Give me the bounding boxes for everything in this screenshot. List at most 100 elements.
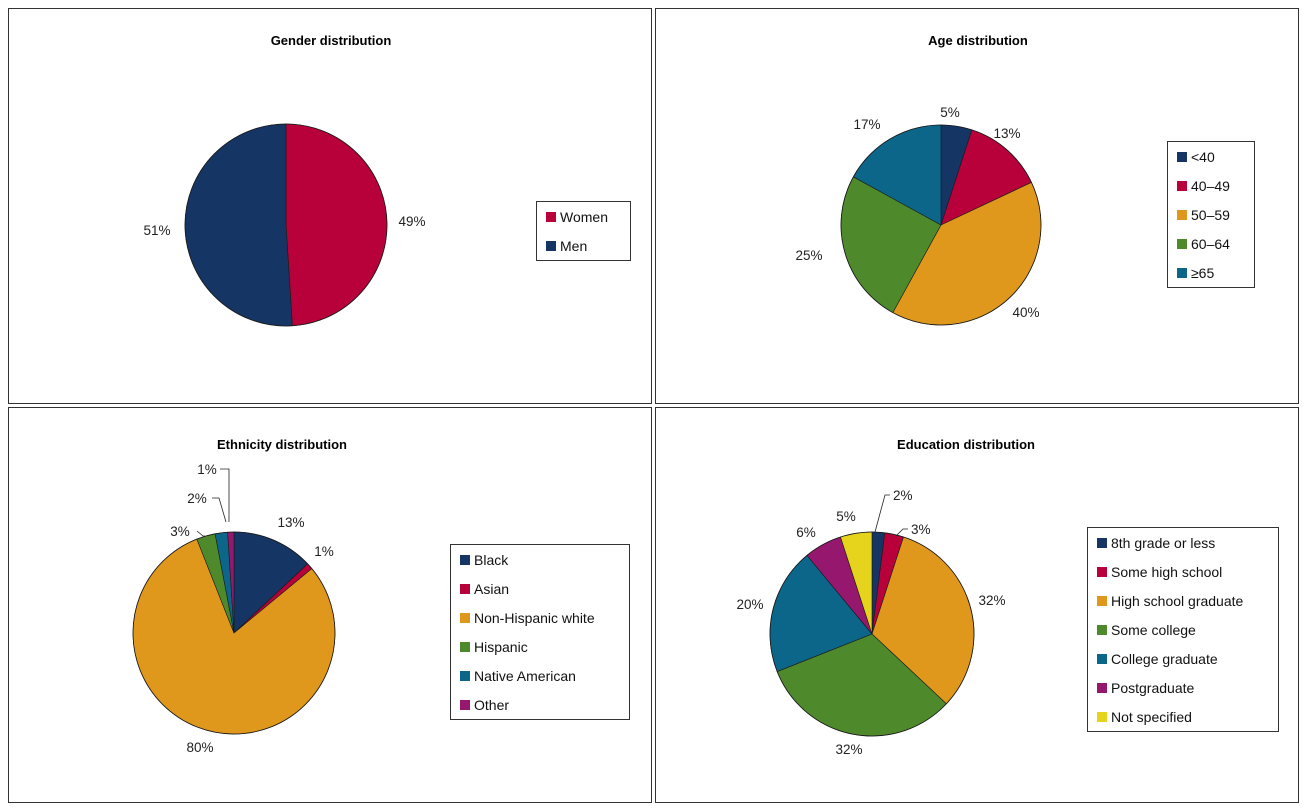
legend-item-asian: Asian: [451, 574, 629, 603]
legend-item-postgraduate: Postgraduate: [1088, 673, 1278, 702]
education-title: Education distribution: [897, 437, 1035, 452]
data-label: 13%: [277, 515, 304, 530]
legend-label: Not specified: [1111, 708, 1192, 725]
pie-outline: [132, 531, 336, 735]
legend-swatch: [460, 554, 470, 565]
education-pie: 2% 3% 32% 32% 20% 6% 5%: [736, 488, 1005, 757]
legend-item-high-school-graduate: High school graduate: [1088, 586, 1278, 615]
data-label: 80%: [186, 740, 213, 755]
legend-label: Asian: [474, 580, 510, 597]
legend-label: Postgraduate: [1111, 679, 1195, 696]
legend-item-hispanic: Hispanic: [451, 632, 629, 661]
legend-label: 60–64: [1191, 235, 1230, 252]
data-label: 13%: [993, 126, 1020, 141]
legend-item-native-american: Native American: [451, 661, 629, 690]
legend-label: Black: [474, 551, 509, 568]
legend-item-women: Women: [537, 202, 630, 231]
legend-item-65-plus: ≥65: [1168, 258, 1254, 287]
legend-label: Hispanic: [474, 638, 528, 655]
ethnicity-title: Ethnicity distribution: [217, 437, 347, 452]
legend-item-60-64: 60–64: [1168, 229, 1254, 258]
pie-outline: [840, 124, 1042, 326]
legend-label: Some high school: [1111, 563, 1223, 580]
legend-item-some-college: Some college: [1088, 615, 1278, 644]
legend-swatch: [1177, 209, 1187, 220]
education-chart: Education distribution 2% 3% 32% 32% 20% 6% 5%: [736, 437, 1035, 757]
data-label: 3%: [911, 522, 931, 537]
data-label: 32%: [978, 593, 1005, 608]
legend-item-men: Men: [537, 231, 630, 260]
legend-item-some-high-school: Some high school: [1088, 557, 1278, 586]
ethnicity-chart: Ethnicity distribution 13% 1% 80% 3% 2% 1%: [132, 437, 347, 755]
legend-swatch: [1097, 653, 1107, 664]
legend-swatch: [460, 670, 470, 681]
data-label: 2%: [187, 491, 207, 506]
legend-label: ≥65: [1191, 264, 1215, 281]
legend-swatch: [1177, 151, 1187, 162]
legend-label: <40: [1191, 148, 1215, 165]
data-label: 1%: [314, 544, 334, 559]
ethnicity-pie: 13% 1% 80% 3% 2% 1%: [132, 462, 336, 755]
legend-swatch: [1177, 267, 1187, 278]
legend-label: 40–49: [1191, 177, 1230, 194]
data-label: 40%: [1012, 305, 1039, 320]
legend-item-non-hispanic-white: Non-Hispanic white: [451, 603, 629, 632]
legend-label: Women: [560, 208, 608, 225]
legend-swatch: [1097, 682, 1107, 693]
legend-swatch: [1097, 566, 1107, 577]
gender-chart: Gender distribution 49% 51%: [143, 33, 426, 327]
data-label: 51%: [143, 223, 170, 238]
gender-legend: Women Men: [536, 201, 631, 261]
data-label: 17%: [853, 117, 880, 132]
legend-label: Some college: [1111, 621, 1196, 638]
pie-outline: [184, 123, 388, 327]
ethnicity-legend: Black Asian Non-Hispanic white Hispanic …: [450, 544, 630, 720]
gender-title: Gender distribution: [271, 33, 392, 48]
data-label: 32%: [835, 742, 862, 757]
legend-label: 50–59: [1191, 206, 1230, 223]
legend-label: 8th grade or less: [1111, 534, 1216, 551]
legend-item-black: Black: [451, 545, 629, 574]
data-label: 5%: [940, 105, 960, 120]
legend-swatch: [1097, 624, 1107, 635]
data-label: 1%: [197, 462, 217, 477]
data-label: 3%: [170, 524, 190, 539]
age-legend: <40 40–49 50–59 60–64 ≥65: [1167, 141, 1255, 288]
age-title: Age distribution: [928, 33, 1028, 48]
legend-label: High school graduate: [1111, 592, 1244, 609]
legend-label: Non-Hispanic white: [474, 609, 595, 626]
legend-swatch: [460, 583, 470, 594]
leader-line: [874, 494, 890, 533]
data-label: 2%: [893, 488, 913, 503]
leader-line: [196, 530, 205, 537]
legend-item-under-40: <40: [1168, 142, 1254, 171]
legend-label: College graduate: [1111, 650, 1218, 667]
age-pie: 5% 13% 40% 25% 17%: [795, 105, 1042, 326]
ethnicity-panel: Ethnicity distribution 13% 1% 80% 3% 2% 1% Bl…: [8, 407, 652, 803]
legend-item-50-59: 50–59: [1168, 200, 1254, 229]
data-label: 49%: [398, 214, 425, 229]
legend-item-other: Other: [451, 690, 629, 719]
legend-swatch: [546, 211, 556, 222]
leader-line: [212, 497, 227, 523]
data-label: 25%: [795, 248, 822, 263]
education-panel: Education distribution 2% 3% 32% 32% 20% 6% 5%…: [655, 407, 1299, 803]
legend-label: Other: [474, 696, 510, 713]
legend-item-not-specified: Not specified: [1088, 702, 1278, 731]
legend-label: Native American: [474, 667, 576, 684]
leader-line: [895, 528, 908, 537]
pie-slice-men: [184, 123, 293, 327]
legend-swatch: [546, 240, 556, 251]
data-label: 20%: [736, 597, 763, 612]
legend-swatch: [460, 612, 470, 623]
age-panel: Age distribution 5% 13% 40% 25% 17% <40 40–4…: [655, 8, 1299, 404]
gender-panel: Gender distribution 49% 51% Women Men: [8, 8, 652, 404]
legend-swatch: [1097, 711, 1107, 722]
legend-swatch: [1177, 238, 1187, 249]
legend-swatch: [1097, 537, 1107, 548]
data-label: 6%: [796, 525, 816, 540]
legend-item-40-49: 40–49: [1168, 171, 1254, 200]
data-label: 5%: [836, 509, 856, 524]
pie-outline: [769, 531, 975, 737]
pie-slice-women: [285, 123, 388, 327]
